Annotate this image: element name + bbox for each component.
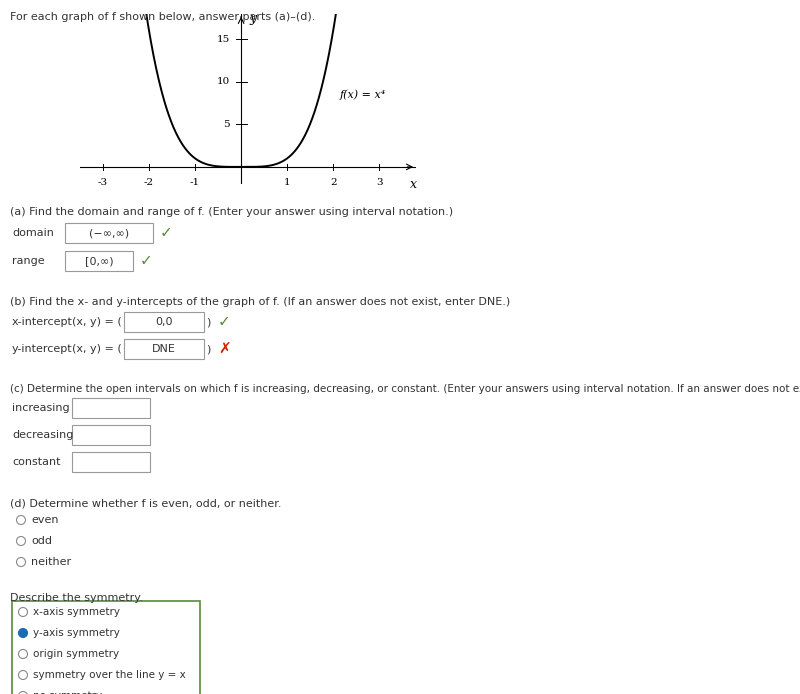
FancyBboxPatch shape bbox=[72, 452, 150, 472]
Text: For each graph of f shown below, answer parts (a)–(d).: For each graph of f shown below, answer … bbox=[10, 12, 315, 22]
Text: no symmetry: no symmetry bbox=[33, 691, 102, 694]
FancyBboxPatch shape bbox=[124, 339, 204, 359]
FancyBboxPatch shape bbox=[124, 312, 204, 332]
Text: y-intercept: y-intercept bbox=[12, 344, 73, 354]
Text: 5: 5 bbox=[223, 120, 230, 129]
Circle shape bbox=[18, 629, 27, 638]
Circle shape bbox=[17, 557, 26, 566]
Text: even: even bbox=[31, 515, 58, 525]
Text: f(x) = x⁴: f(x) = x⁴ bbox=[340, 90, 386, 100]
Text: neither: neither bbox=[31, 557, 71, 567]
FancyBboxPatch shape bbox=[72, 398, 150, 418]
Circle shape bbox=[18, 691, 27, 694]
Text: ✗: ✗ bbox=[218, 341, 230, 357]
Text: y: y bbox=[250, 12, 257, 24]
Text: constant: constant bbox=[12, 457, 61, 467]
Text: decreasing: decreasing bbox=[12, 430, 74, 440]
Text: -1: -1 bbox=[190, 178, 200, 187]
Text: ✓: ✓ bbox=[140, 253, 153, 269]
Circle shape bbox=[17, 536, 26, 545]
Text: domain: domain bbox=[12, 228, 54, 238]
Text: -3: -3 bbox=[98, 178, 108, 187]
Text: ): ) bbox=[206, 344, 210, 354]
Text: origin symmetry: origin symmetry bbox=[33, 649, 119, 659]
Text: (d) Determine whether f is even, odd, or neither.: (d) Determine whether f is even, odd, or… bbox=[10, 498, 282, 508]
Text: x-intercept: x-intercept bbox=[12, 317, 73, 327]
Text: range: range bbox=[12, 256, 45, 266]
Text: (c) Determine the open intervals on which f is increasing, decreasing, or consta: (c) Determine the open intervals on whic… bbox=[10, 384, 800, 394]
Text: x-axis symmetry: x-axis symmetry bbox=[33, 607, 120, 617]
Text: ): ) bbox=[206, 317, 210, 327]
FancyBboxPatch shape bbox=[72, 425, 150, 445]
FancyBboxPatch shape bbox=[65, 223, 153, 243]
Circle shape bbox=[18, 670, 27, 679]
Text: odd: odd bbox=[31, 536, 52, 546]
Text: 3: 3 bbox=[376, 178, 382, 187]
Text: ✓: ✓ bbox=[160, 226, 173, 241]
Text: 15: 15 bbox=[216, 35, 230, 44]
Text: y-axis symmetry: y-axis symmetry bbox=[33, 628, 120, 638]
Text: ✓: ✓ bbox=[218, 314, 230, 330]
Text: -2: -2 bbox=[144, 178, 154, 187]
Text: 10: 10 bbox=[216, 78, 230, 86]
Text: x: x bbox=[410, 178, 417, 191]
Text: increasing: increasing bbox=[12, 403, 70, 413]
Text: DNE: DNE bbox=[152, 344, 176, 354]
Text: 2: 2 bbox=[330, 178, 337, 187]
Text: (b) Find the x- and y-intercepts of the graph of f. (If an answer does not exist: (b) Find the x- and y-intercepts of the … bbox=[10, 297, 510, 307]
Text: (a) Find the domain and range of f. (Enter your answer using interval notation.): (a) Find the domain and range of f. (Ent… bbox=[10, 207, 453, 217]
Text: (x, y) = (: (x, y) = ( bbox=[72, 344, 122, 354]
Circle shape bbox=[17, 516, 26, 525]
Text: Describe the symmetry.: Describe the symmetry. bbox=[10, 593, 143, 603]
Text: symmetry over the line y = x: symmetry over the line y = x bbox=[33, 670, 186, 680]
Text: (x, y) = (: (x, y) = ( bbox=[72, 317, 122, 327]
FancyBboxPatch shape bbox=[12, 601, 200, 694]
Text: (−∞,∞): (−∞,∞) bbox=[89, 228, 129, 238]
Text: 0,0: 0,0 bbox=[155, 317, 173, 327]
Circle shape bbox=[18, 607, 27, 616]
Circle shape bbox=[18, 650, 27, 659]
FancyBboxPatch shape bbox=[65, 251, 133, 271]
Text: 1: 1 bbox=[284, 178, 290, 187]
Text: [0,∞): [0,∞) bbox=[85, 256, 114, 266]
